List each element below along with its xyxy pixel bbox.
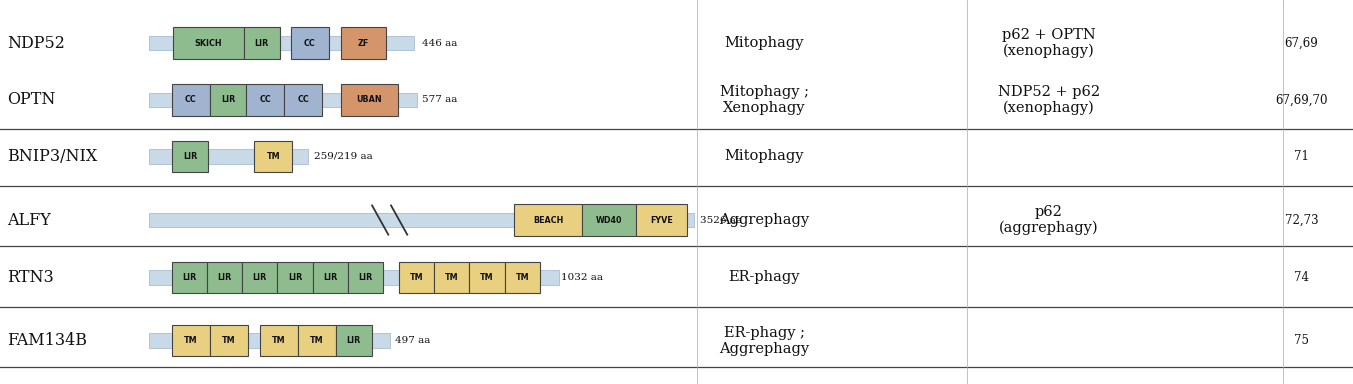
Text: p62
(aggrephagy): p62 (aggrephagy): [999, 205, 1099, 235]
Text: CC: CC: [298, 95, 308, 104]
Text: LIR: LIR: [346, 336, 361, 345]
Text: FAM134B: FAM134B: [7, 332, 87, 349]
FancyBboxPatch shape: [341, 84, 398, 116]
Text: ER-phagy: ER-phagy: [729, 270, 800, 284]
Text: LIR: LIR: [183, 273, 196, 282]
FancyBboxPatch shape: [336, 325, 372, 356]
FancyBboxPatch shape: [149, 149, 308, 164]
FancyBboxPatch shape: [172, 84, 210, 116]
Text: FYVE: FYVE: [651, 215, 672, 225]
Text: Mitophagy: Mitophagy: [725, 149, 804, 163]
Text: 497 aa: 497 aa: [395, 336, 430, 345]
Text: LIR: LIR: [254, 38, 269, 48]
FancyBboxPatch shape: [399, 262, 434, 293]
Text: 75: 75: [1293, 334, 1310, 347]
FancyBboxPatch shape: [260, 325, 298, 356]
FancyBboxPatch shape: [514, 204, 582, 236]
Text: LIR: LIR: [221, 95, 235, 104]
Text: LIR: LIR: [323, 273, 337, 282]
FancyBboxPatch shape: [149, 333, 390, 348]
FancyBboxPatch shape: [291, 27, 329, 59]
FancyBboxPatch shape: [149, 270, 559, 285]
FancyBboxPatch shape: [434, 262, 469, 293]
Text: TM: TM: [445, 273, 459, 282]
FancyBboxPatch shape: [242, 262, 277, 293]
Text: Aggrephagy: Aggrephagy: [720, 213, 809, 227]
Text: 71: 71: [1295, 150, 1308, 163]
Text: 72,73: 72,73: [1285, 214, 1318, 227]
Text: TM: TM: [184, 336, 198, 345]
Text: RTN3: RTN3: [7, 269, 54, 286]
FancyBboxPatch shape: [582, 204, 636, 236]
FancyBboxPatch shape: [149, 213, 694, 227]
FancyBboxPatch shape: [341, 27, 386, 59]
FancyBboxPatch shape: [348, 262, 383, 293]
FancyBboxPatch shape: [636, 204, 687, 236]
FancyBboxPatch shape: [277, 262, 313, 293]
FancyBboxPatch shape: [469, 262, 505, 293]
Text: Mitophagy: Mitophagy: [725, 36, 804, 50]
Text: TM: TM: [272, 336, 285, 345]
Text: 74: 74: [1293, 271, 1310, 284]
FancyBboxPatch shape: [207, 262, 242, 293]
Text: OPTN: OPTN: [7, 91, 55, 108]
FancyBboxPatch shape: [254, 141, 292, 172]
Text: TM: TM: [267, 152, 280, 161]
Text: LIR: LIR: [288, 273, 302, 282]
Text: ZF: ZF: [357, 38, 369, 48]
FancyBboxPatch shape: [210, 325, 248, 356]
FancyBboxPatch shape: [505, 262, 540, 293]
Text: p62 + OPTN
(xenophagy): p62 + OPTN (xenophagy): [1001, 28, 1096, 58]
Text: LIR: LIR: [218, 273, 231, 282]
FancyBboxPatch shape: [172, 262, 207, 293]
Text: ER-phagy ;
Aggrephagy: ER-phagy ; Aggrephagy: [720, 326, 809, 356]
Text: LIR: LIR: [253, 273, 267, 282]
FancyBboxPatch shape: [149, 93, 417, 107]
Text: 1032 aa: 1032 aa: [561, 273, 603, 282]
Text: TM: TM: [515, 273, 529, 282]
FancyBboxPatch shape: [313, 262, 348, 293]
FancyBboxPatch shape: [298, 325, 336, 356]
Text: TM: TM: [222, 336, 235, 345]
FancyBboxPatch shape: [149, 36, 414, 50]
Text: NDP52 + p62
(xenophagy): NDP52 + p62 (xenophagy): [997, 84, 1100, 115]
Text: TM: TM: [310, 336, 323, 345]
Text: 446 aa: 446 aa: [422, 38, 457, 48]
FancyBboxPatch shape: [244, 27, 280, 59]
FancyBboxPatch shape: [173, 27, 244, 59]
Text: 577 aa: 577 aa: [422, 95, 457, 104]
Text: Mitophagy ;
Xenophagy: Mitophagy ; Xenophagy: [720, 85, 809, 115]
Text: BNIP3/NIX: BNIP3/NIX: [7, 148, 97, 165]
Text: CC: CC: [260, 95, 271, 104]
FancyBboxPatch shape: [172, 141, 208, 172]
Text: LIR: LIR: [359, 273, 372, 282]
Text: UBAN: UBAN: [357, 95, 382, 104]
Text: LIR: LIR: [183, 152, 198, 161]
Text: TM: TM: [410, 273, 423, 282]
FancyBboxPatch shape: [284, 84, 322, 116]
Text: CC: CC: [185, 95, 196, 104]
Text: TM: TM: [480, 273, 494, 282]
Text: ALFY: ALFY: [7, 212, 50, 228]
Text: 67,69: 67,69: [1285, 36, 1318, 50]
FancyBboxPatch shape: [210, 84, 246, 116]
Text: 67,69,70: 67,69,70: [1276, 93, 1327, 106]
Text: NDP52: NDP52: [7, 35, 65, 51]
Text: 3526 aa: 3526 aa: [700, 215, 741, 225]
Text: BEACH: BEACH: [533, 215, 563, 225]
Text: CC: CC: [304, 38, 315, 48]
FancyBboxPatch shape: [172, 325, 210, 356]
Text: SKICH: SKICH: [195, 38, 222, 48]
Text: 259/219 aa: 259/219 aa: [314, 152, 372, 161]
FancyBboxPatch shape: [246, 84, 284, 116]
Text: WD40: WD40: [595, 215, 622, 225]
